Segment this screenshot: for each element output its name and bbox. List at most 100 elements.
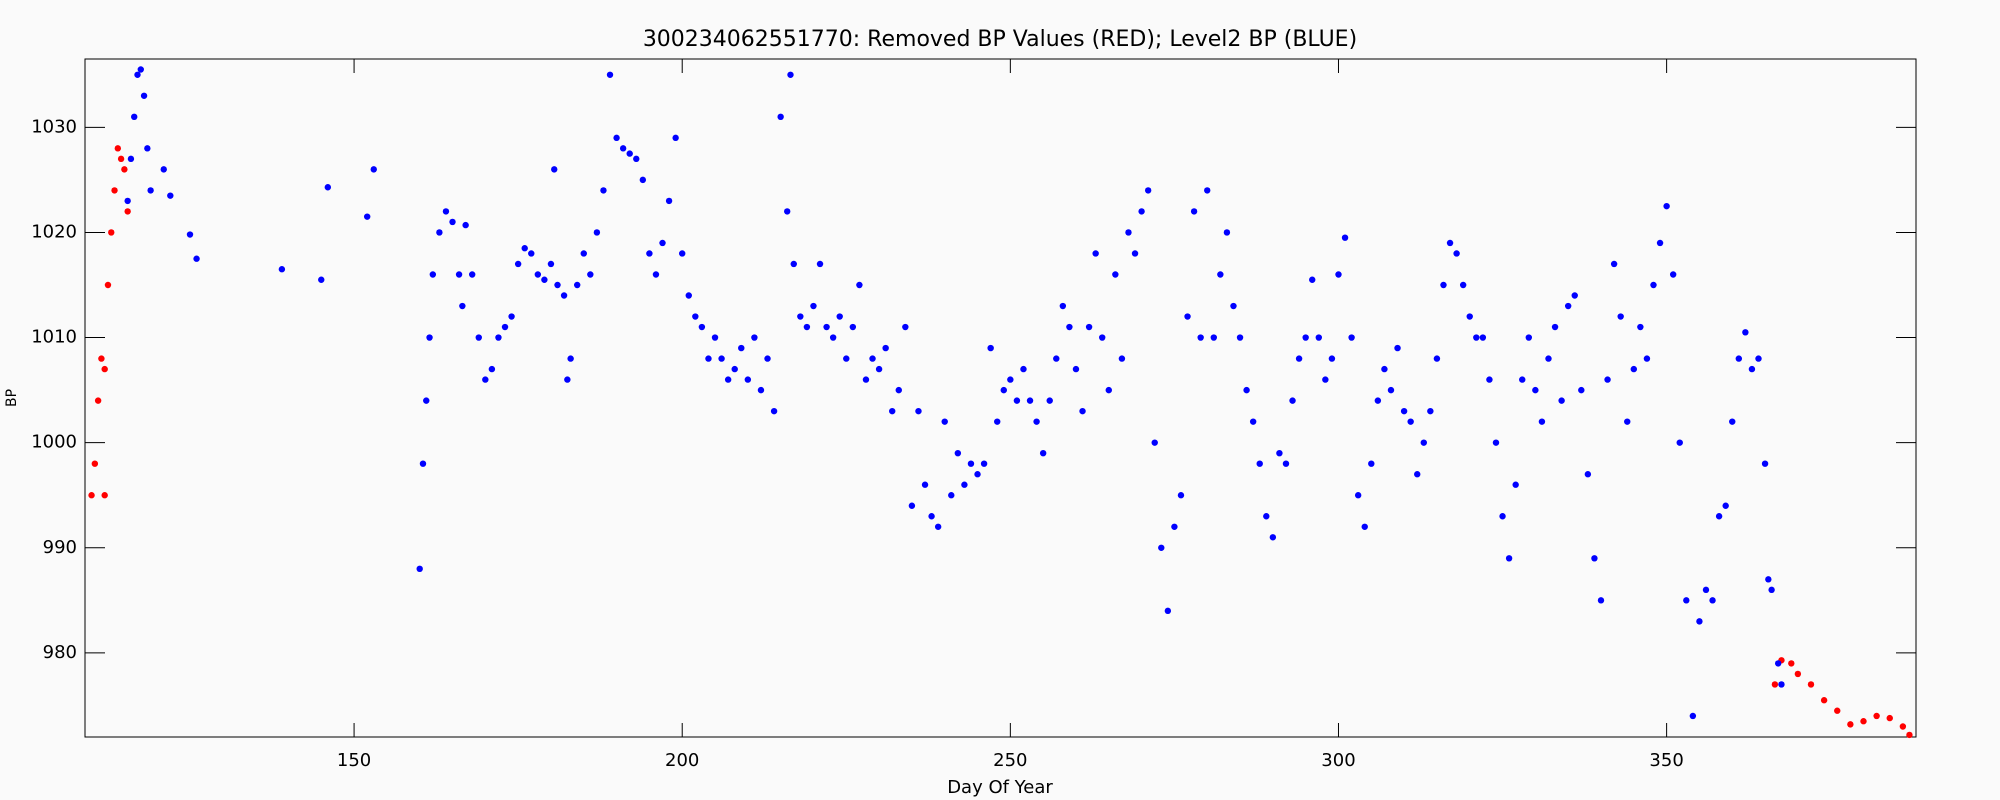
data-point <box>685 292 692 299</box>
data-point <box>718 355 725 362</box>
data-point <box>606 71 614 78</box>
data-point <box>1407 418 1414 425</box>
data-point <box>836 313 843 320</box>
data-point <box>1630 365 1638 373</box>
data-point <box>889 407 896 415</box>
data-point <box>1702 586 1710 594</box>
data-point <box>1354 492 1362 499</box>
chart-title: 300234062551770: Removed BP Values (RED)… <box>643 27 1357 52</box>
data-point <box>1223 229 1231 236</box>
data-point <box>1066 323 1073 331</box>
data-point <box>318 276 325 283</box>
data-point <box>1512 481 1519 488</box>
data-point <box>278 266 286 273</box>
data-point <box>1269 534 1277 541</box>
y-tick-label: 990 <box>43 537 77 558</box>
data-point <box>665 197 673 205</box>
data-point <box>469 271 476 278</box>
data-point <box>1637 323 1644 331</box>
data-point <box>1610 260 1618 268</box>
data-point <box>1696 618 1703 625</box>
x-tick-label: 250 <box>993 750 1027 771</box>
data-point <box>482 376 489 383</box>
data-point <box>131 113 138 121</box>
data-point <box>1834 707 1841 714</box>
data-point <box>1755 355 1762 362</box>
data-point <box>757 386 765 394</box>
data-point <box>124 208 131 215</box>
y-tick-label: 980 <box>43 642 77 663</box>
data-point <box>1341 234 1349 241</box>
data-point <box>934 523 942 530</box>
data-point <box>1256 460 1263 467</box>
data-point <box>1709 597 1716 604</box>
data-point <box>626 150 633 157</box>
data-point <box>551 166 558 173</box>
data-point <box>639 176 647 184</box>
data-point <box>370 166 377 173</box>
data-point <box>1033 418 1040 425</box>
data-point <box>117 155 125 163</box>
data-point <box>1656 239 1664 247</box>
data-point <box>508 313 515 320</box>
data-point <box>160 166 167 173</box>
data-point <box>1771 681 1779 688</box>
data-point <box>1847 721 1854 728</box>
data-point <box>941 418 948 425</box>
data-point <box>1105 386 1112 394</box>
data-point <box>613 134 620 142</box>
data-point <box>1302 334 1309 341</box>
data-point <box>829 334 837 341</box>
data-point <box>1551 323 1559 331</box>
data-point <box>423 397 430 404</box>
data-point <box>1210 334 1217 341</box>
data-point <box>1387 386 1395 394</box>
data-point <box>1584 471 1592 478</box>
data-point <box>1039 449 1047 457</box>
data-point <box>495 334 502 341</box>
data-point <box>692 313 699 320</box>
data-point <box>948 492 955 499</box>
data-point <box>600 187 607 194</box>
x-tick-label: 300 <box>1321 750 1355 771</box>
data-point <box>363 213 371 220</box>
data-point <box>895 386 902 394</box>
data-point <box>1322 376 1329 383</box>
data-point <box>88 492 95 499</box>
data-point <box>416 565 423 573</box>
data-point <box>1571 292 1578 299</box>
data-point <box>751 334 758 341</box>
data-point <box>1538 418 1546 425</box>
data-point <box>1689 712 1697 720</box>
data-point <box>580 250 587 257</box>
y-tick-label: 1000 <box>31 432 77 453</box>
data-point <box>429 271 437 278</box>
data-point <box>114 145 122 152</box>
x-tick-label: 350 <box>1649 750 1683 771</box>
data-point <box>1722 502 1729 509</box>
data-point <box>186 231 194 238</box>
data-point <box>652 271 660 278</box>
data-point <box>541 276 548 283</box>
data-point <box>1597 597 1605 604</box>
data-point <box>790 260 797 268</box>
data-point <box>593 229 601 236</box>
data-point <box>1735 355 1743 362</box>
data-point <box>1761 460 1769 467</box>
data-point <box>1197 334 1204 341</box>
data-point <box>419 460 427 467</box>
data-point <box>1624 418 1631 425</box>
data-point <box>1669 271 1677 278</box>
data-point <box>1748 365 1756 373</box>
data-point <box>1558 397 1565 404</box>
data-point <box>1276 449 1283 457</box>
data-point <box>1026 397 1034 404</box>
data-point <box>679 250 686 257</box>
data-point <box>1118 355 1126 362</box>
data-point <box>324 184 332 191</box>
data-point <box>1085 323 1093 331</box>
data-point <box>1479 334 1487 341</box>
data-point <box>147 187 154 194</box>
